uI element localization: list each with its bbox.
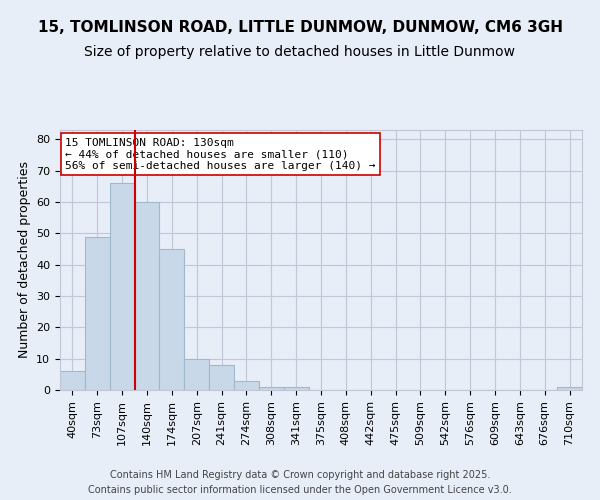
Bar <box>209 365 234 390</box>
Text: Contains public sector information licensed under the Open Government Licence v3: Contains public sector information licen… <box>88 485 512 495</box>
Text: 15 TOMLINSON ROAD: 130sqm
← 44% of detached houses are smaller (110)
56% of semi: 15 TOMLINSON ROAD: 130sqm ← 44% of detac… <box>65 138 376 171</box>
Text: 15, TOMLINSON ROAD, LITTLE DUNMOW, DUNMOW, CM6 3GH: 15, TOMLINSON ROAD, LITTLE DUNMOW, DUNMO… <box>37 20 563 35</box>
Bar <box>284 387 308 390</box>
Bar <box>85 236 110 390</box>
Text: Size of property relative to detached houses in Little Dunmow: Size of property relative to detached ho… <box>85 45 515 59</box>
Bar <box>160 249 184 390</box>
Bar <box>557 387 582 390</box>
Bar <box>184 358 209 390</box>
Y-axis label: Number of detached properties: Number of detached properties <box>17 162 31 358</box>
Text: Contains HM Land Registry data © Crown copyright and database right 2025.: Contains HM Land Registry data © Crown c… <box>110 470 490 480</box>
Bar <box>60 371 85 390</box>
Bar <box>259 387 284 390</box>
Bar <box>234 380 259 390</box>
Bar <box>110 184 134 390</box>
Bar <box>134 202 160 390</box>
